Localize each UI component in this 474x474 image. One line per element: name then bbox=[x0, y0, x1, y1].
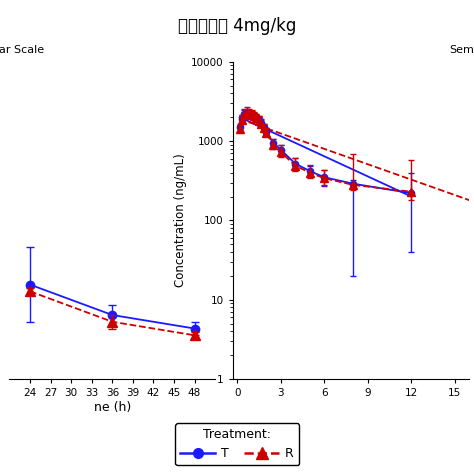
Legend: T, R: T, R bbox=[175, 423, 299, 465]
Y-axis label: Concentration (ng/mL): Concentration (ng/mL) bbox=[174, 154, 187, 287]
Text: ar Scale: ar Scale bbox=[0, 46, 45, 55]
X-axis label: ne (h): ne (h) bbox=[94, 401, 131, 414]
Text: Sem: Sem bbox=[449, 46, 474, 55]
Text: 给药剂量： 4mg/kg: 给药剂量： 4mg/kg bbox=[178, 17, 296, 35]
